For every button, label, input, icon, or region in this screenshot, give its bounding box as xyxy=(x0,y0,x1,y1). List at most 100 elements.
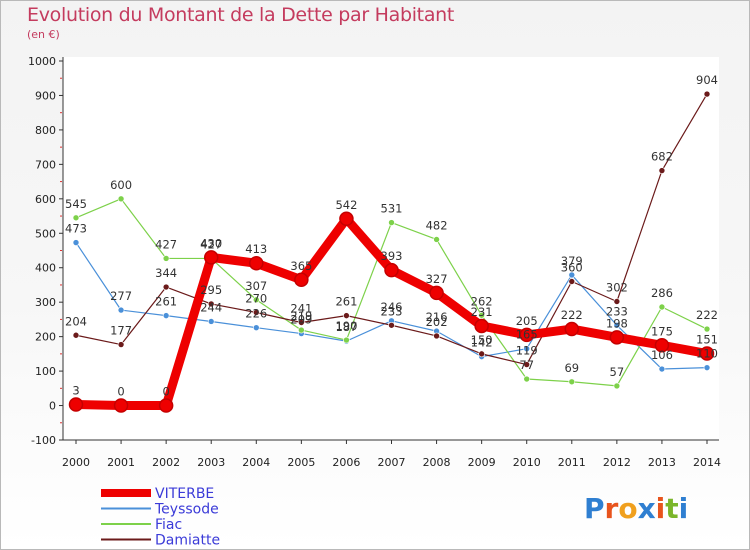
data-label-fiac: 57 xyxy=(610,365,625,379)
data-point-viterbe xyxy=(429,285,444,301)
data-label-fiac: 219 xyxy=(290,309,312,323)
data-point-damiatte xyxy=(433,332,440,340)
data-point-viterbe xyxy=(249,255,264,271)
legend-label-fiac: Fiac xyxy=(155,517,182,533)
data-point-teyssode xyxy=(703,364,711,371)
data-label-teyssode: 473 xyxy=(65,222,87,236)
x-tick-label: 2010 xyxy=(513,456,541,469)
data-point-fiac xyxy=(388,219,395,226)
data-label-fiac: 307 xyxy=(245,279,267,293)
proxiti-logo: Proxiti xyxy=(584,492,688,525)
data-label-teyssode: 379 xyxy=(561,254,583,268)
chart-subtitle: (en €) xyxy=(27,28,60,41)
data-point-viterbe xyxy=(474,318,489,334)
data-point-damiatte xyxy=(568,278,576,285)
data-point-teyssode xyxy=(568,271,576,279)
data-point-teyssode xyxy=(658,365,666,373)
data-label-fiac: 482 xyxy=(426,218,448,232)
data-point-fiac xyxy=(523,375,531,383)
data-point-damiatte xyxy=(252,309,260,316)
data-label-teyssode: 209 xyxy=(290,313,312,327)
logo-letter: r xyxy=(605,492,619,525)
x-tick-label: 2011 xyxy=(558,456,586,469)
data-label-damiatte: 241 xyxy=(290,302,312,316)
data-point-damiatte xyxy=(72,331,80,339)
data-point-damiatte xyxy=(207,300,215,308)
data-point-teyssode xyxy=(523,345,531,352)
data-label-viterbe: 0 xyxy=(162,385,169,399)
data-label-teyssode: 244 xyxy=(200,300,222,314)
x-tick-label: 2007 xyxy=(378,456,406,469)
legend-label-teyssode: Teyssode xyxy=(154,502,219,518)
data-point-teyssode xyxy=(613,321,621,329)
data-label-fiac: 262 xyxy=(471,294,493,308)
data-label-damiatte: 295 xyxy=(200,283,222,297)
data-point-damiatte xyxy=(162,283,170,291)
data-label-damiatte: 302 xyxy=(606,280,628,294)
y-tick-label: 100 xyxy=(35,365,56,378)
data-point-teyssode xyxy=(117,306,125,314)
data-point-fiac xyxy=(658,303,666,311)
logo-letter: P xyxy=(584,492,605,525)
data-label-fiac: 531 xyxy=(381,202,403,216)
data-label-viterbe: 222 xyxy=(561,308,583,322)
data-point-fiac xyxy=(343,336,350,344)
data-point-fiac xyxy=(162,255,170,262)
data-label-viterbe: 430 xyxy=(200,236,222,250)
data-point-viterbe xyxy=(339,211,354,227)
data-label-viterbe: 413 xyxy=(245,242,267,256)
data-label-damiatte: 904 xyxy=(696,73,718,87)
data-label-teyssode: 216 xyxy=(426,310,448,324)
legend-label-viterbe: VITERBE xyxy=(155,486,214,502)
logo-letter: t xyxy=(665,492,678,525)
data-label-teyssode: 226 xyxy=(245,307,267,321)
chart-title: Evolution du Montant de la Dette par Hab… xyxy=(27,4,455,26)
data-point-damiatte xyxy=(117,341,125,348)
data-label-fiac: 427 xyxy=(155,237,177,251)
data-label-viterbe: 198 xyxy=(606,316,628,330)
data-label-fiac: 286 xyxy=(651,286,673,300)
data-point-viterbe xyxy=(203,250,219,265)
x-tick-label: 2000 xyxy=(62,456,90,469)
data-point-damiatte xyxy=(343,312,350,319)
data-point-fiac xyxy=(252,296,260,304)
data-label-damiatte: 119 xyxy=(516,344,538,358)
data-point-teyssode xyxy=(162,312,170,319)
data-point-viterbe xyxy=(158,398,174,413)
data-label-teyssode: 233 xyxy=(606,304,628,318)
x-tick-label: 2009 xyxy=(468,456,496,469)
data-label-teyssode: 142 xyxy=(471,336,493,350)
data-label-viterbe: 231 xyxy=(471,305,493,319)
data-label-damiatte: 344 xyxy=(155,266,177,280)
y-tick-label: 700 xyxy=(35,158,56,171)
y-tick-label: -100 xyxy=(31,434,56,447)
data-label-fiac: 69 xyxy=(564,361,579,375)
data-point-teyssode xyxy=(252,324,260,331)
x-tick-label: 2006 xyxy=(332,456,360,469)
data-label-teyssode: 246 xyxy=(381,300,403,314)
data-label-viterbe: 175 xyxy=(651,324,673,338)
y-tick-label: 400 xyxy=(35,262,56,275)
data-label-viterbe: 0 xyxy=(117,385,124,399)
data-point-damiatte xyxy=(523,361,531,368)
data-label-damiatte: 150 xyxy=(471,333,493,347)
data-label-teyssode: 165 xyxy=(516,328,538,342)
data-label-fiac: 545 xyxy=(65,197,87,211)
data-point-viterbe xyxy=(519,327,534,343)
y-tick-label: 500 xyxy=(35,227,56,240)
logo-letter: x xyxy=(638,492,656,525)
data-point-fiac xyxy=(568,378,576,386)
data-point-teyssode xyxy=(72,239,80,246)
data-point-viterbe xyxy=(699,346,715,361)
data-point-fiac xyxy=(433,236,440,243)
x-tick-label: 2002 xyxy=(152,456,180,469)
data-label-teyssode: 277 xyxy=(110,289,132,303)
data-point-viterbe xyxy=(384,262,399,278)
data-point-viterbe xyxy=(113,398,129,413)
logo-letter: o xyxy=(618,492,637,525)
data-label-damiatte: 204 xyxy=(65,314,87,328)
data-label-fiac: 77 xyxy=(519,358,534,372)
x-tick-label: 2004 xyxy=(242,456,270,469)
